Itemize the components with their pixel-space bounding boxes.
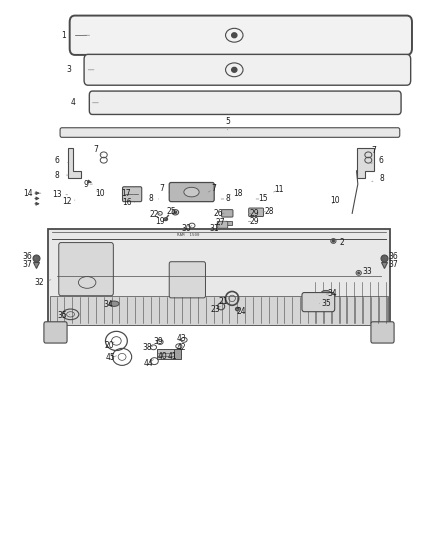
Text: 34: 34 <box>328 288 337 297</box>
Text: 36: 36 <box>389 253 399 261</box>
Polygon shape <box>157 349 174 359</box>
Text: RAM  1500: RAM 1500 <box>177 232 200 237</box>
Text: 24: 24 <box>237 307 246 316</box>
Text: 26: 26 <box>213 209 223 218</box>
Ellipse shape <box>358 272 360 273</box>
Ellipse shape <box>232 67 237 72</box>
Text: 34: 34 <box>103 300 113 309</box>
Text: 21: 21 <box>219 296 228 305</box>
Text: 19: 19 <box>155 217 165 226</box>
Text: 25: 25 <box>166 207 176 216</box>
Ellipse shape <box>232 33 237 38</box>
Text: 33: 33 <box>363 268 372 276</box>
FancyBboxPatch shape <box>44 322 67 343</box>
FancyBboxPatch shape <box>222 209 233 217</box>
Text: 1: 1 <box>62 31 67 40</box>
Text: 7: 7 <box>160 184 165 193</box>
Ellipse shape <box>332 240 335 242</box>
Text: 7: 7 <box>371 146 376 155</box>
Text: 8: 8 <box>54 171 59 180</box>
FancyBboxPatch shape <box>302 293 335 312</box>
Text: 11: 11 <box>275 185 284 194</box>
Text: 6: 6 <box>379 156 384 165</box>
Text: 43: 43 <box>177 334 187 343</box>
Text: 9: 9 <box>84 180 89 189</box>
Ellipse shape <box>236 308 239 311</box>
Polygon shape <box>223 221 232 225</box>
Text: 29: 29 <box>250 209 260 218</box>
Text: 37: 37 <box>23 261 33 269</box>
Text: 28: 28 <box>265 207 274 216</box>
FancyBboxPatch shape <box>169 182 214 201</box>
Text: 6: 6 <box>54 156 59 165</box>
Text: 4: 4 <box>70 98 75 107</box>
Text: 17: 17 <box>122 189 131 198</box>
FancyBboxPatch shape <box>84 54 411 85</box>
Text: 31: 31 <box>210 224 219 233</box>
Text: 40: 40 <box>157 352 167 361</box>
Text: 10: 10 <box>330 196 339 205</box>
Text: 27: 27 <box>215 218 225 227</box>
Text: 30: 30 <box>182 224 191 233</box>
Ellipse shape <box>184 187 199 197</box>
FancyBboxPatch shape <box>60 128 400 138</box>
FancyBboxPatch shape <box>123 187 142 201</box>
Text: 16: 16 <box>123 198 132 207</box>
FancyBboxPatch shape <box>371 322 394 343</box>
Text: 32: 32 <box>34 278 44 287</box>
FancyBboxPatch shape <box>89 91 401 115</box>
Text: 23: 23 <box>211 304 220 313</box>
FancyBboxPatch shape <box>50 296 388 325</box>
Text: 35: 35 <box>57 311 67 320</box>
Text: 5: 5 <box>225 117 230 126</box>
Text: 20: 20 <box>104 341 114 350</box>
Text: 44: 44 <box>143 359 153 368</box>
Text: 3: 3 <box>66 66 71 74</box>
Text: 12: 12 <box>62 197 72 206</box>
Text: 8: 8 <box>226 195 230 204</box>
Text: 8: 8 <box>379 174 384 183</box>
Text: 41: 41 <box>167 352 177 361</box>
FancyBboxPatch shape <box>169 262 205 298</box>
Text: 35: 35 <box>321 299 331 308</box>
Text: 18: 18 <box>233 189 243 198</box>
Ellipse shape <box>164 218 167 221</box>
FancyBboxPatch shape <box>217 221 228 228</box>
Text: 2: 2 <box>340 238 345 247</box>
Text: 8: 8 <box>149 195 154 204</box>
Polygon shape <box>357 149 374 178</box>
Ellipse shape <box>110 301 119 306</box>
Polygon shape <box>68 149 81 178</box>
Text: 15: 15 <box>258 195 268 204</box>
Text: 39: 39 <box>153 337 163 346</box>
Text: 10: 10 <box>95 189 105 198</box>
Text: 36: 36 <box>23 253 33 261</box>
FancyBboxPatch shape <box>48 229 390 325</box>
Text: 42: 42 <box>177 343 187 352</box>
FancyBboxPatch shape <box>249 208 264 216</box>
Text: 45: 45 <box>106 353 116 362</box>
Text: 14: 14 <box>23 189 32 198</box>
Text: 22: 22 <box>150 210 159 219</box>
FancyBboxPatch shape <box>59 243 113 296</box>
Text: 7: 7 <box>93 145 98 154</box>
Ellipse shape <box>321 290 331 296</box>
Text: 7: 7 <box>211 184 216 193</box>
Text: 29: 29 <box>250 217 260 226</box>
Text: 13: 13 <box>52 190 61 199</box>
Ellipse shape <box>174 211 177 213</box>
Text: 38: 38 <box>142 343 152 352</box>
Text: 37: 37 <box>389 261 399 269</box>
FancyBboxPatch shape <box>70 15 412 55</box>
Polygon shape <box>174 349 180 359</box>
